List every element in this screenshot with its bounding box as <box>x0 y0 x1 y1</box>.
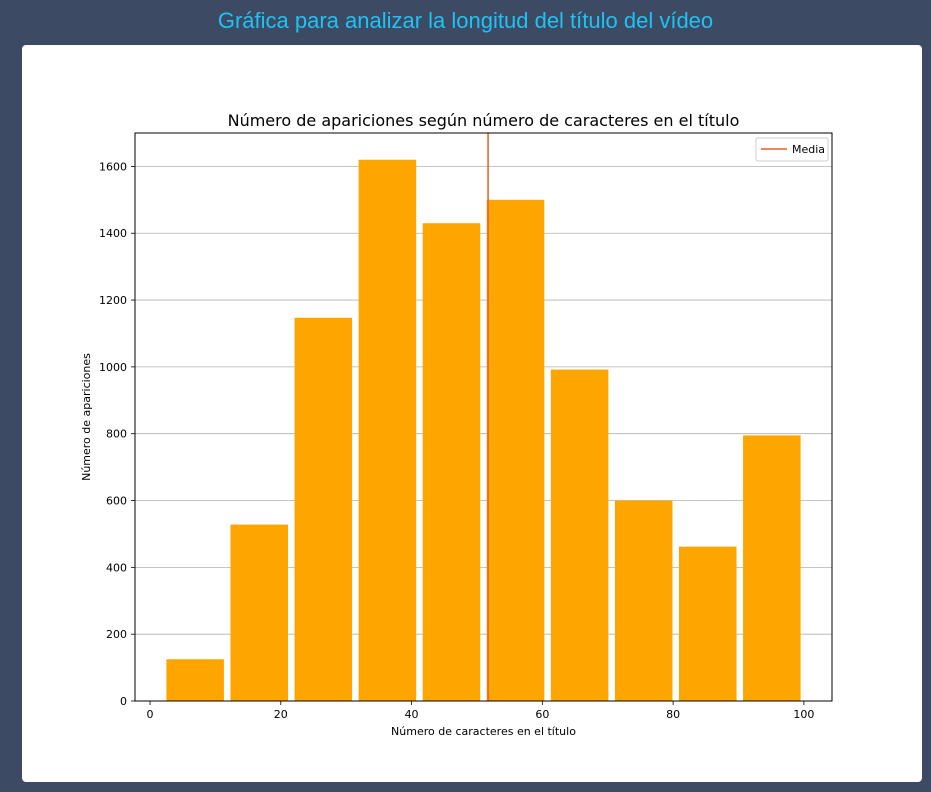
histogram-bar <box>743 435 801 701</box>
y-tick-label: 1600 <box>99 160 127 173</box>
histogram-bar <box>230 524 288 701</box>
legend-box <box>755 137 829 162</box>
chart-title: Número de apariciones según número de ca… <box>228 111 740 130</box>
y-tick-label: 1200 <box>99 294 127 307</box>
y-tick-label: 1400 <box>99 227 127 240</box>
x-tick-label: 40 <box>405 708 419 721</box>
x-axis-label: Número de caracteres en el título <box>391 725 576 738</box>
histogram-bar <box>614 500 673 701</box>
y-tick-label: 600 <box>106 495 127 508</box>
histogram-bar <box>166 659 224 701</box>
x-tick-label: 0 <box>147 708 154 721</box>
histogram-bar <box>358 159 417 702</box>
chart-card: 0 20 40 60 80 100 0 200 400 600 800 1000 1200 1400 160… <box>22 45 922 782</box>
histogram-bar <box>550 369 609 701</box>
histogram-bar <box>294 317 353 701</box>
y-tick-label: 1000 <box>99 361 127 374</box>
x-tick-label: 60 <box>535 708 549 721</box>
histogram-bar <box>422 223 481 701</box>
y-tick-label: 200 <box>106 628 127 641</box>
page-heading: Gráfica para analizar la longitud del tí… <box>217 8 714 33</box>
x-tick-label: 20 <box>274 708 288 721</box>
histogram-chart: 0 20 40 60 80 1000200400600800100012001400160… <box>80 111 833 738</box>
x-tick-label: 100 <box>793 708 814 721</box>
bars <box>166 159 801 702</box>
x-tick-label: 80 <box>666 708 680 721</box>
plot-frame <box>134 132 833 702</box>
legend: Media <box>755 137 829 162</box>
axis-ticks: 0 20 40 60 80 1000200400600800100012001400160… <box>99 160 814 721</box>
histogram-bar <box>679 546 737 701</box>
legend-label: Media <box>792 143 825 156</box>
histogram-bar <box>486 199 545 701</box>
y-tick-label: 800 <box>106 428 127 441</box>
y-tick-label: 400 <box>106 561 127 574</box>
y-tick-label: 0 <box>120 695 127 708</box>
y-axis-label: Número de apariciones <box>80 353 93 481</box>
